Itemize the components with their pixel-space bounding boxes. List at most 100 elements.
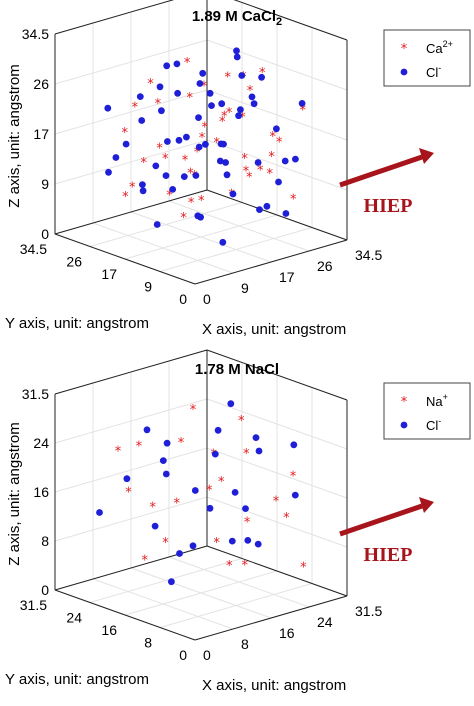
- data-point-cl: [231, 489, 239, 496]
- data-point-na: *: [213, 536, 220, 551]
- chart-2: **********************08162431.508162431…: [5, 349, 471, 694]
- data-point-ca: *: [162, 152, 169, 167]
- data-point-cl: [237, 106, 244, 113]
- data-point-cl: [208, 102, 215, 109]
- data-point-cl: [158, 107, 165, 115]
- data-point-ca: *: [201, 80, 208, 95]
- x-tick-label: 24: [317, 614, 333, 630]
- x-tick-label: 9: [241, 280, 249, 296]
- series-na: **********************: [115, 403, 307, 576]
- x-tick-label: 34.5: [355, 247, 382, 263]
- data-point-ca: *: [186, 91, 193, 106]
- data-point-cl: [136, 93, 144, 100]
- hiep-arrow-shaft: [339, 154, 423, 188]
- data-point-cl: [258, 73, 265, 81]
- data-point-ca: *: [224, 71, 231, 86]
- y-axis-label: Y axis, unit: angstrom: [5, 671, 149, 688]
- data-point-na: *: [178, 436, 185, 451]
- data-point-cl: [192, 172, 200, 179]
- data-point-cl: [229, 190, 237, 198]
- z-tick-label: 16: [33, 484, 49, 500]
- data-point-cl: [104, 104, 112, 112]
- data-point-cl: [238, 72, 246, 79]
- data-point-ca: *: [122, 190, 129, 205]
- data-point-cl: [164, 138, 171, 145]
- data-point-cl: [162, 172, 170, 180]
- data-point-na: *: [242, 558, 249, 573]
- data-point-na: *: [290, 470, 297, 485]
- data-point-cl: [254, 540, 262, 548]
- data-point-cl: [263, 202, 271, 210]
- data-point-na: *: [218, 475, 225, 490]
- legend-label-ca: Ca2+: [426, 39, 453, 56]
- data-point-ca: *: [247, 84, 254, 99]
- data-point-cl: [175, 136, 183, 144]
- y-tick-label: 34.5: [20, 241, 47, 257]
- data-point-na: *: [190, 403, 197, 418]
- data-point-cl: [291, 491, 299, 499]
- data-point-ca: *: [219, 115, 226, 130]
- z-tick-label: 8: [41, 533, 49, 549]
- data-point-cl: [233, 47, 240, 55]
- data-point-na: *: [162, 536, 169, 551]
- data-point-na: *: [115, 445, 122, 460]
- grid-line: [168, 200, 310, 252]
- data-point-ca: *: [266, 167, 273, 182]
- data-point-cl: [197, 213, 205, 221]
- x-tick-label: 8: [241, 636, 249, 652]
- y-axis-label: Y axis, unit: angstrom: [5, 315, 149, 332]
- data-point-cl: [228, 537, 236, 545]
- grid-line: [54, 398, 208, 444]
- data-point-ca: *: [268, 150, 275, 165]
- x-tick-label: 0: [203, 291, 211, 307]
- data-point-cl: [227, 400, 235, 408]
- data-point-na: *: [141, 554, 148, 569]
- data-point-cl: [282, 210, 290, 217]
- data-point-cl: [292, 155, 299, 163]
- hiep-label: HIEP: [364, 544, 413, 566]
- axis-line: [194, 595, 348, 641]
- data-point-cl: [156, 83, 164, 91]
- y-tick-label: 24: [66, 610, 82, 626]
- data-point-cl: [222, 159, 230, 166]
- data-point-na: *: [226, 559, 233, 574]
- grid-line: [124, 214, 278, 260]
- data-point-cl: [163, 62, 171, 70]
- data-point-cl: [96, 509, 103, 516]
- hiep-arrow-head: [419, 497, 434, 513]
- data-point-cl: [191, 487, 199, 494]
- data-point-na: *: [136, 440, 143, 455]
- data-point-cl: [255, 447, 263, 455]
- axis-line: [206, 349, 348, 401]
- data-point-cl: [123, 475, 131, 483]
- data-point-cl: [105, 168, 112, 176]
- data-point-cl: [183, 133, 190, 141]
- data-point-ca: *: [241, 152, 248, 167]
- data-point-cl: [173, 60, 181, 68]
- data-point-cl: [151, 522, 159, 530]
- data-point-na: *: [173, 497, 180, 512]
- legend-label-cl: Cl-: [426, 63, 441, 80]
- data-point-ca: *: [194, 146, 201, 161]
- z-tick-label: 26: [33, 76, 49, 92]
- y-tick-label: 9: [144, 279, 152, 295]
- x-tick-label: 26: [317, 258, 333, 274]
- series-cl: [104, 47, 306, 246]
- data-point-cl: [275, 178, 282, 186]
- data-point-cl: [196, 80, 204, 87]
- legend-label-cl: Cl-: [426, 416, 441, 433]
- grid-line: [124, 570, 278, 616]
- legend-marker-cl: [400, 421, 408, 429]
- grid-line: [89, 202, 243, 247]
- data-point-cl: [244, 537, 252, 544]
- axis-line: [54, 349, 208, 395]
- x-tick-label: 17: [279, 269, 295, 285]
- data-point-ca: *: [199, 131, 206, 146]
- data-point-cl: [202, 140, 209, 148]
- data-point-ca: *: [201, 121, 208, 136]
- y-tick-label: 26: [66, 254, 82, 270]
- y-tick-label: 31.5: [20, 597, 47, 613]
- axis-line: [54, 589, 196, 641]
- data-point-cl: [195, 143, 203, 151]
- y-tick-label: 0: [179, 647, 187, 663]
